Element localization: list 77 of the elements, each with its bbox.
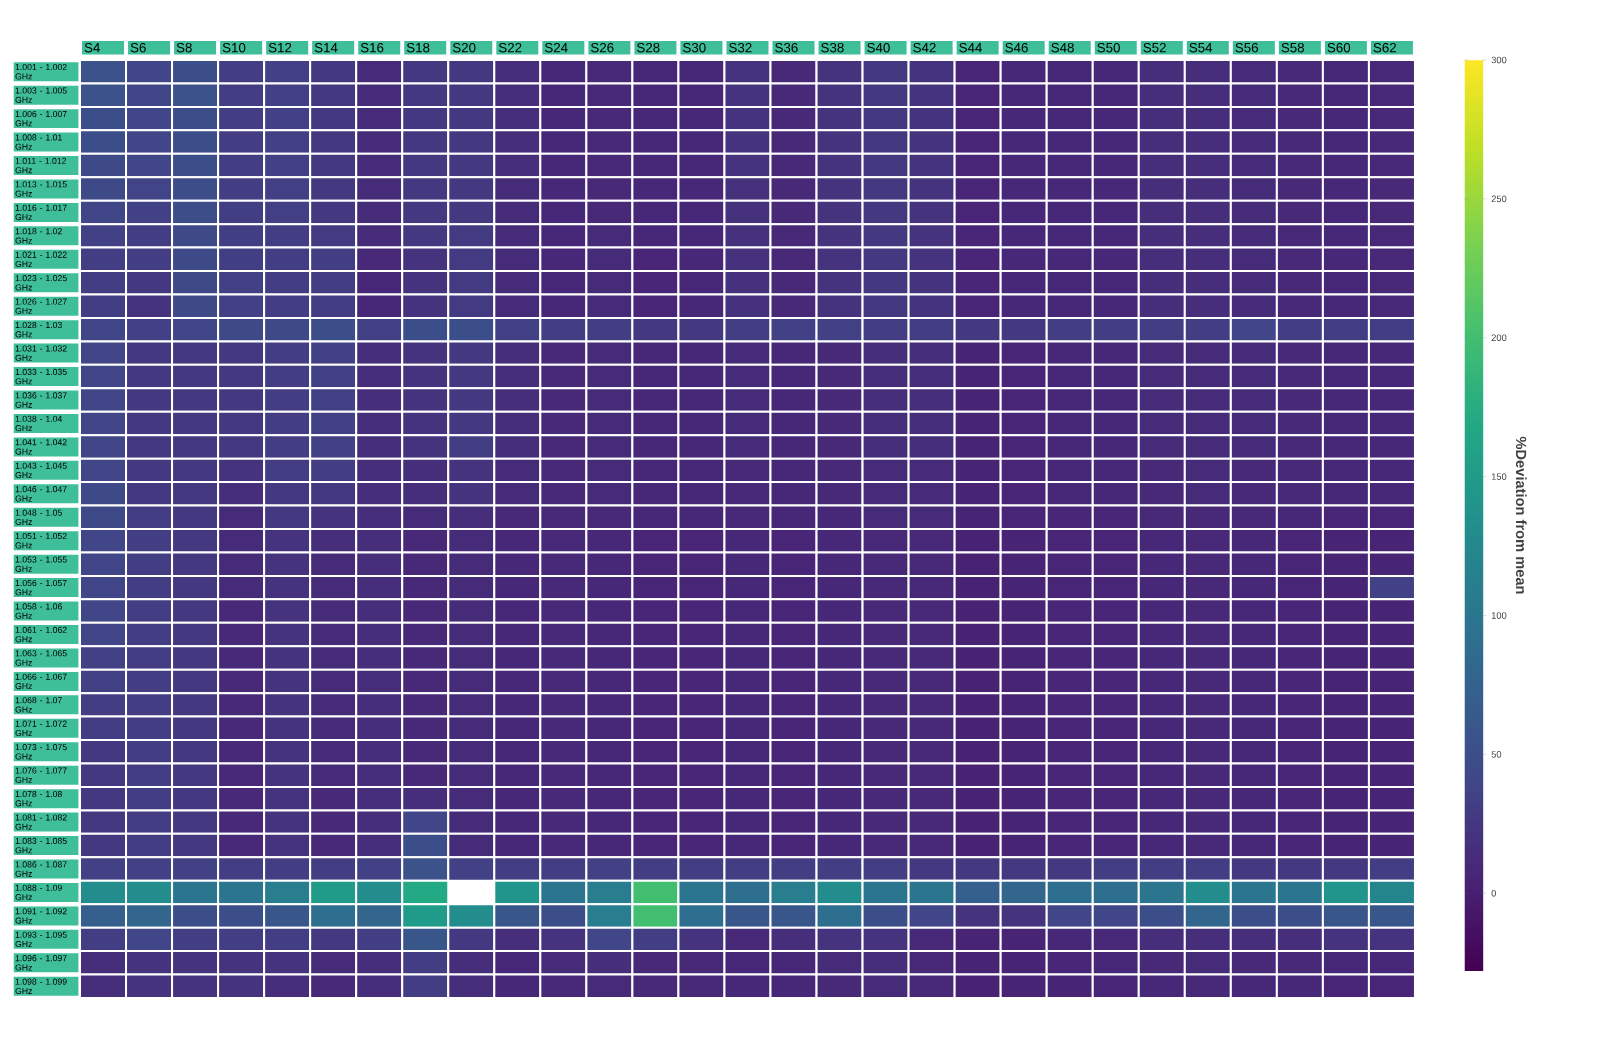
y-tick-label: 1.088 - 1.09 GHz (15, 884, 62, 901)
y-tick-label: 1.041 - 1.042 GHz (15, 439, 67, 455)
x-tick-label: S38 (821, 42, 844, 53)
color-bar-label: 0 (1491, 889, 1497, 897)
x-tick-label: S46 (1005, 42, 1028, 53)
y-tick-label: 1.091 - 1.092 GHz (15, 908, 67, 924)
y-tick-label: 1.078 - 1.08 GHz (15, 790, 62, 807)
y-tick-label: 1.033 - 1.035 GHz (15, 368, 67, 385)
y-tick-label: 1.053 - 1.055 GHz (15, 556, 67, 572)
y-tick-label: 1.086 - 1.087 GHz (15, 861, 67, 877)
y-tick-label: 1.036 - 1.037 GHz (15, 392, 67, 408)
x-tick-label: S48 (1051, 42, 1074, 53)
y-tick-label: 1.008 - 1.01 GHz (15, 134, 62, 150)
x-tick-label: S42 (913, 42, 936, 53)
color-bar-label: 100 (1491, 612, 1507, 619)
x-tick-label: S4 (84, 42, 100, 53)
x-tick-label: S30 (683, 42, 706, 53)
x-tick-label: S56 (1235, 42, 1258, 53)
y-tick-label: 1.031 - 1.032 GHz (15, 345, 67, 361)
y-tick-label: 1.068 - 1.07 GHz (15, 697, 62, 713)
y-tick-label: 1.003 - 1.005 GHz (15, 87, 67, 103)
color-bar-title: %Deviation from mean (1515, 436, 1527, 594)
y-tick-label: 1.051 - 1.052 GHz (15, 533, 67, 549)
x-tick-label: S40 (867, 42, 890, 53)
x-tick-label: S28 (637, 42, 660, 53)
y-tick-label: 1.011 - 1.012 GHz (15, 157, 67, 174)
x-tick-label: S54 (1189, 42, 1213, 53)
y-tick-label: 1.001 - 1.002 GHz (15, 64, 67, 80)
y-tick-label: 1.006 - 1.007 GHz (15, 110, 67, 127)
x-tick-label: S52 (1143, 42, 1166, 53)
y-tick-label: 1.018 - 1.02 GHz (15, 228, 62, 244)
x-tick-label: S60 (1327, 42, 1351, 53)
y-tick-label: 1.056 - 1.057 GHz (15, 579, 67, 596)
color-bar-label: 250 (1491, 195, 1507, 203)
y-tick-label: 1.093 - 1.095 GHz (15, 931, 67, 948)
y-tick-label: 1.023 - 1.025 GHz (15, 275, 67, 291)
y-tick-label: 1.096 - 1.097 GHz (15, 955, 67, 971)
x-tick-label: S36 (775, 42, 798, 53)
x-tick-label: S10 (222, 42, 246, 53)
y-tick-label: 1.043 - 1.045 GHz (15, 462, 67, 479)
color-bar-label: 150 (1491, 473, 1507, 480)
y-tick-label: 1.073 - 1.075 GHz (15, 744, 67, 760)
color-bar-label: 50 (1491, 751, 1502, 758)
y-tick-label: 1.071 - 1.072 GHz (15, 720, 67, 737)
y-tick-label: 1.063 - 1.065 GHz (15, 650, 67, 666)
y-tick-label: 1.021 - 1.022 GHz (15, 251, 67, 268)
y-tick-label: 1.083 - 1.085 GHz (15, 837, 67, 854)
y-tick-label: 1.048 - 1.05 GHz (15, 509, 62, 526)
y-tick-label: 1.046 - 1.047 GHz (15, 486, 67, 502)
x-tick-label: S8 (176, 42, 192, 53)
x-tick-label: S32 (729, 42, 752, 53)
x-tick-label: S16 (360, 42, 384, 53)
x-tick-label: S44 (959, 42, 982, 53)
y-tick-label: 1.076 - 1.077 GHz (15, 767, 67, 783)
y-tick-label: 1.028 - 1.03 GHz (15, 321, 62, 338)
y-tick-label: 1.058 - 1.06 GHz (15, 603, 62, 619)
color-bar-label: 300 (1491, 56, 1507, 64)
y-tick-label: 1.066 - 1.067 GHz (15, 673, 67, 690)
x-tick-label: S12 (268, 42, 292, 53)
y-tick-label: 1.061 - 1.062 GHz (15, 626, 67, 643)
x-tick-label: S50 (1097, 42, 1120, 53)
y-tick-label: 1.081 - 1.082 GHz (15, 814, 67, 830)
x-tick-label: S14 (314, 42, 338, 53)
x-tick-label: S62 (1373, 42, 1396, 53)
x-tick-label: S20 (452, 42, 476, 53)
x-tick-label: S22 (498, 42, 522, 53)
x-tick-label: S24 (544, 42, 568, 53)
x-tick-label: S58 (1281, 42, 1305, 53)
color-bar-label: 200 (1491, 334, 1507, 342)
y-tick-label: 1.016 - 1.017 GHz (15, 204, 67, 221)
y-tick-label: 1.098 - 1.099 GHz (15, 978, 67, 994)
y-tick-label: 1.026 - 1.027 GHz (15, 298, 67, 314)
y-tick-label: 1.038 - 1.04 GHz (15, 415, 63, 432)
x-tick-label: S18 (406, 42, 430, 53)
y-tick-label: 1.013 - 1.015 GHz (15, 181, 67, 197)
x-tick-label: S6 (130, 42, 146, 53)
x-tick-label: S26 (590, 42, 614, 53)
